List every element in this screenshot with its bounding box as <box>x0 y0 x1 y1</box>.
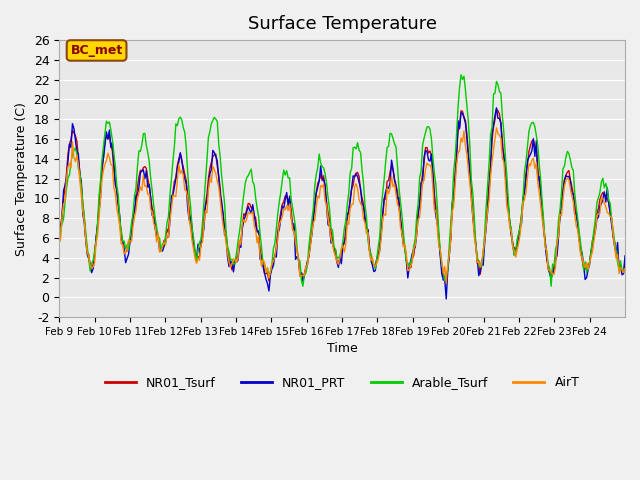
Line: AirT: AirT <box>59 128 625 283</box>
Legend: NR01_Tsurf, NR01_PRT, Arable_Tsurf, AirT: NR01_Tsurf, NR01_PRT, Arable_Tsurf, AirT <box>100 371 584 394</box>
Arable_Tsurf <box>457 72 465 78</box>
AirT <box>346 205 354 211</box>
AirT <box>92 240 100 246</box>
AirT <box>621 266 629 272</box>
AirT <box>74 162 82 168</box>
Arable_Tsurf <box>92 239 100 245</box>
NR01_Tsurf <box>546 269 554 275</box>
AirT <box>546 267 554 273</box>
NR01_PRT <box>346 199 354 204</box>
NR01_Tsurf <box>493 107 500 112</box>
AirT <box>55 240 63 246</box>
NR01_PRT <box>493 105 500 111</box>
NR01_Tsurf <box>55 233 63 239</box>
NR01_PRT <box>92 235 100 241</box>
NR01_Tsurf <box>346 195 354 201</box>
AirT <box>442 280 450 286</box>
Y-axis label: Surface Temperature (C): Surface Temperature (C) <box>15 102 28 255</box>
AirT <box>493 125 500 131</box>
NR01_Tsurf <box>442 281 450 287</box>
Arable_Tsurf <box>460 73 468 79</box>
NR01_PRT <box>460 115 468 120</box>
AirT <box>620 270 627 276</box>
Arable_Tsurf <box>621 266 629 272</box>
NR01_PRT <box>442 296 450 302</box>
Text: BC_met: BC_met <box>70 44 123 57</box>
Title: Surface Temperature: Surface Temperature <box>248 15 436 33</box>
NR01_PRT <box>74 151 82 157</box>
NR01_PRT <box>55 239 63 245</box>
Arable_Tsurf <box>545 261 552 267</box>
Arable_Tsurf <box>55 241 63 247</box>
Arable_Tsurf <box>346 170 354 176</box>
Arable_Tsurf <box>547 283 555 289</box>
NR01_Tsurf <box>620 269 627 275</box>
NR01_Tsurf <box>92 236 100 241</box>
NR01_Tsurf <box>74 156 82 161</box>
NR01_Tsurf <box>621 260 629 265</box>
Line: Arable_Tsurf: Arable_Tsurf <box>59 75 625 286</box>
Line: NR01_Tsurf: NR01_Tsurf <box>59 109 625 284</box>
NR01_PRT <box>546 271 554 276</box>
AirT <box>460 128 468 133</box>
NR01_PRT <box>621 253 629 259</box>
NR01_Tsurf <box>460 114 468 120</box>
NR01_PRT <box>620 271 627 277</box>
X-axis label: Time: Time <box>326 342 358 356</box>
Arable_Tsurf <box>74 166 82 171</box>
Arable_Tsurf <box>620 266 627 272</box>
Line: NR01_PRT: NR01_PRT <box>59 108 625 299</box>
